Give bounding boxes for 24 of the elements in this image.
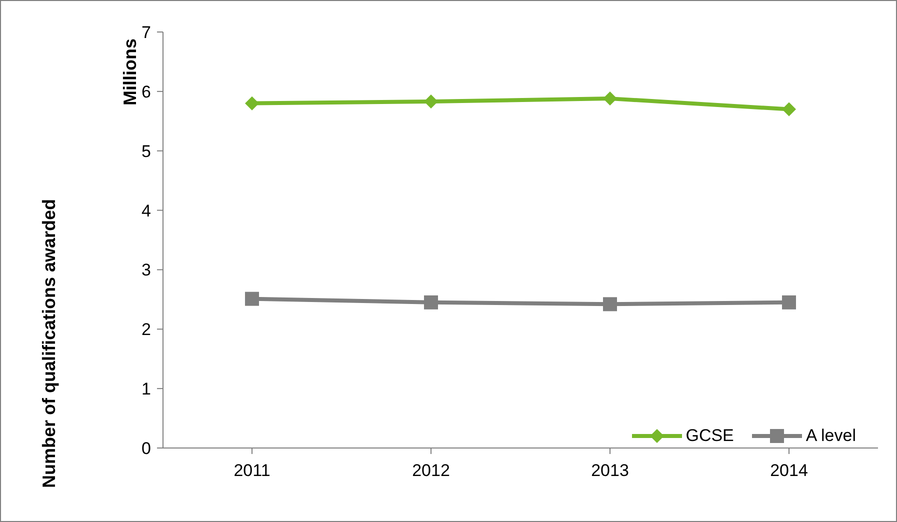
legend-label: A level [806,426,856,446]
y-tick-label: 5 [142,142,151,161]
y-tick-label: 6 [142,82,151,102]
x-tick-label: 2014 [770,461,808,480]
y-tick-label: 3 [142,260,151,280]
y-tick-label: 4 [142,201,151,220]
y-axis-title: Millions [120,38,140,106]
point [603,297,617,312]
point [603,92,617,106]
x-tick-label: 2011 [234,461,270,480]
y-tick-label: 1 [142,380,151,399]
text: Number of qualifications awarded [39,198,60,488]
y-tick-label: 2 [142,320,151,340]
x-tick-label: 2013 [591,461,629,480]
point [424,94,438,109]
point [245,96,259,110]
y-tick-label: 7 [142,23,151,42]
point [245,292,259,306]
point [782,295,796,310]
point [424,295,438,310]
legend-label: GCSE [686,426,734,446]
point [782,102,796,116]
y-tick-label: 0 [142,439,151,458]
x-tick-label: 2012 [412,461,450,480]
